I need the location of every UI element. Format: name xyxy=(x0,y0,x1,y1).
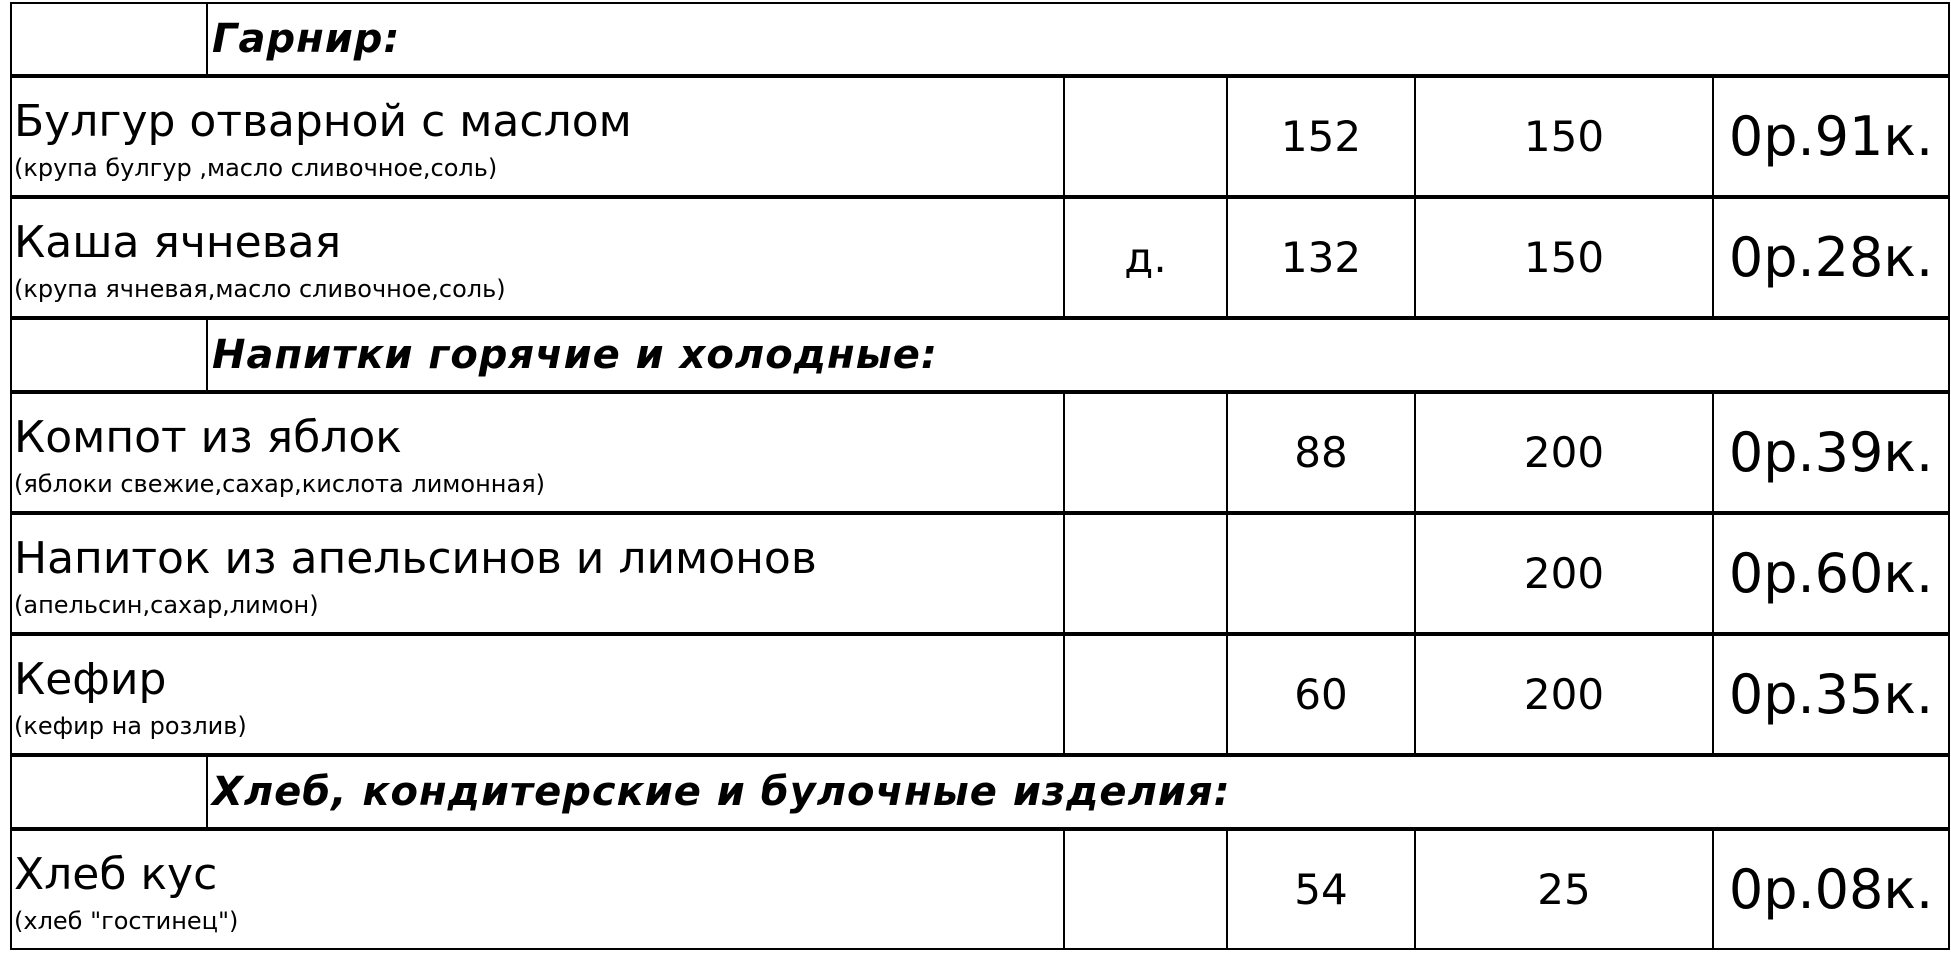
dish-weight: 150 xyxy=(1414,195,1714,319)
section-title: Хлеб, кондитерские и булочные изделия: xyxy=(205,753,1951,830)
dish-mark: д. xyxy=(1063,195,1228,319)
dish-calories: 60 xyxy=(1226,632,1416,756)
dish-weight: 200 xyxy=(1414,390,1714,514)
dish-cell: Кефир (кефир на розлив) xyxy=(10,632,1065,756)
dish-mark xyxy=(1063,511,1228,635)
section-header-garnish: Гарнир: xyxy=(10,2,1951,77)
dish-name: Хлеб кус xyxy=(14,848,218,900)
dish-name: Компот из яблок xyxy=(14,411,402,463)
dish-cell: Булгур отварной с маслом (крупа булгур ,м… xyxy=(10,74,1065,198)
table-row: Кефир (кефир на розлив) 60 200 0р.35к. xyxy=(10,632,1951,756)
dish-ingredients: (кефир на розлив) xyxy=(14,711,247,740)
section-header-bread: Хлеб, кондитерские и булочные изделия: xyxy=(10,753,1951,830)
table-row: Каша ячневая (крупа ячневая,масло сливочн… xyxy=(10,195,1951,319)
section-indent-cell xyxy=(10,753,208,830)
section-header-drinks: Напитки горячие и холодные: xyxy=(10,316,1951,393)
dish-mark xyxy=(1063,632,1228,756)
dish-ingredients: (апельсин,сахар,лимон) xyxy=(14,590,319,619)
dish-cell: Хлеб кус (хлеб "гостинец") xyxy=(10,827,1065,950)
section-title: Гарнир: xyxy=(205,2,1951,77)
dish-price: 0р.08к. xyxy=(1711,827,1951,950)
section-indent-cell xyxy=(10,2,208,77)
dish-calories: 132 xyxy=(1226,195,1416,319)
dish-price: 0р.39к. xyxy=(1711,390,1951,514)
dish-price: 0р.91к. xyxy=(1711,74,1951,198)
dish-calories xyxy=(1226,511,1416,635)
dish-price: 0р.35к. xyxy=(1711,632,1951,756)
dish-name: Булгур отварной с маслом xyxy=(14,95,632,147)
dish-name: Каша ячневая xyxy=(14,216,342,268)
dish-mark xyxy=(1063,390,1228,514)
dish-calories: 88 xyxy=(1226,390,1416,514)
menu-table: Гарнир: Булгур отварной с маслом (крупа б… xyxy=(10,2,1951,950)
dish-ingredients: (яблоки свежие,сахар,кислота лимонная) xyxy=(14,469,545,498)
dish-weight: 150 xyxy=(1414,74,1714,198)
dish-price: 0р.60к. xyxy=(1711,511,1951,635)
dish-ingredients: (крупа ячневая,масло сливочное,соль) xyxy=(14,274,506,303)
section-title: Напитки горячие и холодные: xyxy=(205,316,1951,393)
dish-cell: Напиток из апельсинов и лимонов (апельсин… xyxy=(10,511,1065,635)
dish-mark xyxy=(1063,827,1228,950)
dish-calories: 54 xyxy=(1226,827,1416,950)
dish-name: Напиток из апельсинов и лимонов xyxy=(14,532,817,584)
dish-cell: Каша ячневая (крупа ячневая,масло сливочн… xyxy=(10,195,1065,319)
table-row: Напиток из апельсинов и лимонов (апельсин… xyxy=(10,511,1951,635)
table-row: Хлеб кус (хлеб "гостинец") 54 25 0р.08к. xyxy=(10,827,1951,950)
dish-ingredients: (хлеб "гостинец") xyxy=(14,906,239,935)
dish-name: Кефир xyxy=(14,653,167,705)
dish-cell: Компот из яблок (яблоки свежие,сахар,кисл… xyxy=(10,390,1065,514)
dish-price: 0р.28к. xyxy=(1711,195,1951,319)
dish-mark xyxy=(1063,74,1228,198)
section-indent-cell xyxy=(10,316,208,393)
dish-ingredients: (крупа булгур ,масло сливочное,соль) xyxy=(14,153,498,182)
table-row: Компот из яблок (яблоки свежие,сахар,кисл… xyxy=(10,390,1951,514)
dish-calories: 152 xyxy=(1226,74,1416,198)
dish-weight: 25 xyxy=(1414,827,1714,950)
table-row: Булгур отварной с маслом (крупа булгур ,м… xyxy=(10,74,1951,198)
dish-weight: 200 xyxy=(1414,511,1714,635)
dish-weight: 200 xyxy=(1414,632,1714,756)
